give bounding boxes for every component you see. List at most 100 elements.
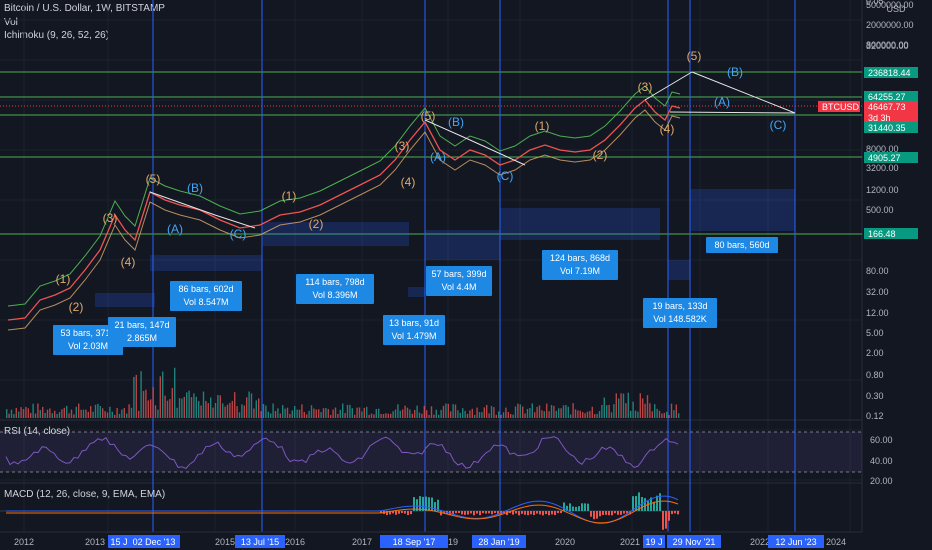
time-axis-highlight[interactable] (643, 535, 665, 548)
volume-bar (579, 410, 581, 418)
volume-bar (488, 413, 490, 418)
ichimoku-legend[interactable]: Ichimoku (9, 26, 52, 26) (4, 30, 110, 41)
vol-legend[interactable]: Vol (4, 17, 18, 28)
range-shade (425, 230, 500, 260)
volume-bar (450, 411, 452, 418)
macd-legend[interactable]: MACD (12, 26, close, 9, EMA, EMA) (4, 489, 165, 500)
macd-histogram-bar (599, 511, 601, 517)
macd-histogram-bar (542, 511, 544, 516)
wave-label: (3) (638, 80, 653, 94)
volume-bar (49, 408, 51, 418)
volume-bar (543, 411, 545, 418)
macd-histogram-bar (467, 511, 469, 515)
volume-bar (370, 413, 373, 418)
volume-bar (416, 405, 418, 418)
time-axis-highlight[interactable] (108, 535, 130, 548)
price-badge[interactable] (818, 101, 860, 112)
price-badge[interactable] (864, 152, 918, 163)
volume-bar (68, 413, 70, 418)
volume-bar (618, 398, 620, 418)
range-info-box (53, 325, 123, 355)
volume-bar (135, 374, 137, 418)
price-badge[interactable] (864, 112, 918, 123)
volume-bar (56, 414, 58, 418)
volume-bar (498, 411, 500, 418)
volume-bar (608, 404, 610, 418)
time-axis-highlight[interactable] (128, 535, 180, 548)
volume-bar (327, 409, 329, 418)
volume-bar (457, 410, 459, 418)
wave-triangle-line (424, 119, 526, 166)
macd-histogram-bar (611, 511, 613, 516)
price-badge[interactable] (864, 91, 918, 102)
volume-bar (529, 408, 531, 418)
volume-bar (344, 412, 346, 418)
macd-histogram-bar (659, 493, 661, 511)
volume-bar (646, 395, 649, 418)
wave-triangle-line (149, 191, 256, 229)
macd-histogram-bar (671, 511, 673, 515)
macd-histogram-bar (620, 511, 622, 515)
time-axis-highlight-text: 02 Dec '13 (133, 537, 176, 547)
volume-bar (565, 404, 567, 418)
macd-histogram-bar (392, 511, 394, 514)
range-shade (408, 287, 425, 297)
volume-bar (553, 405, 555, 418)
time-axis-highlight[interactable] (380, 535, 448, 548)
time-axis-year: 2012 (14, 537, 34, 547)
volume-bar (250, 393, 253, 418)
volume-bar (426, 410, 428, 418)
price-axis-tick: 0.80 (866, 370, 884, 380)
range-info-box (108, 317, 176, 347)
volume-bar (183, 396, 185, 418)
volume-bar (109, 406, 111, 418)
time-axis-highlight[interactable] (667, 535, 721, 548)
volume-bar (670, 403, 673, 418)
volume-bar (63, 407, 65, 418)
volume-bar (399, 410, 401, 418)
rsi-legend[interactable]: RSI (14, close) (4, 426, 70, 437)
volume-bar (642, 398, 644, 418)
volume-bar (397, 404, 399, 418)
volume-bar (442, 405, 445, 418)
macd-histogram-bar (425, 496, 427, 511)
time-axis-highlight[interactable] (472, 535, 526, 548)
volume-bar (313, 408, 315, 418)
wave-label: (A) (167, 222, 183, 236)
price-axis-tick: 2.00 (866, 348, 884, 358)
price-badge[interactable] (864, 101, 918, 112)
volume-bar (13, 414, 15, 418)
volume-bar (414, 409, 416, 418)
volume-bar (234, 392, 236, 418)
macd-histogram-bar (539, 511, 541, 515)
macd-histogram-bar (530, 511, 532, 515)
volume-bar (296, 409, 298, 418)
volume-bar (668, 414, 670, 418)
volume-bar (154, 405, 157, 418)
volume-bar (207, 403, 209, 418)
macd-histogram-bar (434, 502, 436, 511)
volume-bar (198, 400, 200, 418)
price-badge[interactable] (864, 67, 918, 78)
time-axis-highlight[interactable] (235, 535, 285, 548)
volume-bar (39, 409, 41, 418)
volume-bar (483, 407, 485, 418)
macd-histogram-bar (428, 497, 430, 511)
volume-bar (423, 405, 425, 418)
volume-bar (253, 408, 255, 418)
wave-label: (1) (535, 119, 550, 133)
price-badge[interactable] (864, 228, 918, 239)
range-info-text: Vol 1.479M (391, 331, 436, 341)
volume-bar (404, 405, 406, 418)
range-info-text: 80 bars, 560d (714, 240, 769, 250)
volume-bar (75, 406, 77, 418)
volume-bar (654, 404, 656, 418)
time-axis-highlight[interactable] (768, 535, 824, 548)
time-axis-highlight-text: 28 Jan '19 (478, 537, 519, 547)
macd-histogram-bar (398, 511, 400, 514)
volume-bar (591, 406, 593, 418)
macd-histogram-bar (443, 511, 445, 514)
price-badge[interactable] (864, 122, 918, 133)
volume-bar (248, 391, 250, 418)
